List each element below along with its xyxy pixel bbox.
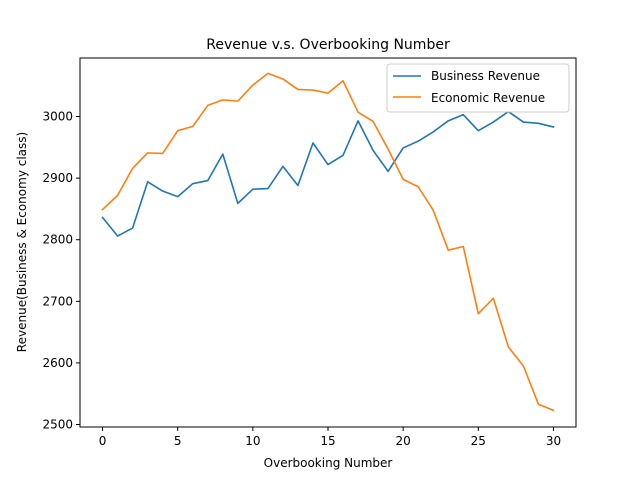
legend-label-business: Business Revenue	[431, 69, 540, 83]
economic-revenue-line	[101, 72, 555, 412]
x-tick-label: 10	[245, 434, 260, 448]
x-tick-label: 30	[546, 434, 561, 448]
legend-label-economic: Economic Revenue	[431, 91, 545, 105]
y-tick-label: 2800	[42, 233, 73, 247]
x-axis-label: Overbooking Number	[264, 456, 393, 470]
legend-box	[386, 63, 570, 113]
x-tick-label: 15	[320, 434, 335, 448]
y-axis-label: Revenue(Business & Economy class)	[15, 132, 29, 352]
business-revenue-line	[101, 110, 555, 237]
y-tick-label: 2900	[42, 171, 73, 185]
y-tick-label: 3000	[42, 110, 73, 124]
legend: Business Revenue Economic Revenue	[386, 63, 570, 113]
y-tick-label: 2600	[42, 356, 73, 370]
y-tick-label: 2700	[42, 294, 73, 308]
y-tick-label: 2500	[42, 418, 73, 432]
plot-area	[80, 58, 576, 427]
x-tick-label: 0	[99, 434, 107, 448]
x-tick-label: 20	[396, 434, 411, 448]
x-tick-label: 25	[471, 434, 486, 448]
x-tick-label: 5	[174, 434, 182, 448]
chart-title: Revenue v.s. Overbooking Number	[206, 37, 450, 53]
